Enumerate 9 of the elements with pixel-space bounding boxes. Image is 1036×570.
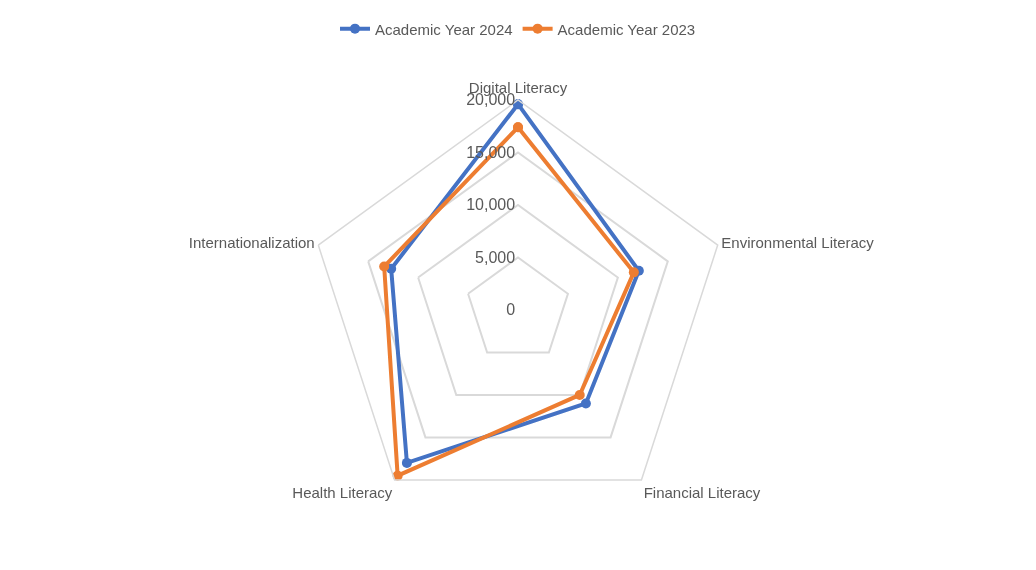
y-tick-label: 10,000	[466, 196, 516, 214]
y-tick-label: 0	[506, 301, 516, 319]
spoke-label: Financial Literacy	[643, 484, 761, 502]
spoke-label: Environmental Literacy	[721, 234, 875, 252]
spoke-label: Internationalization	[188, 234, 315, 252]
spoke-label: Health Literacy	[292, 484, 393, 502]
legend-label: Academic Year 2023	[557, 20, 696, 38]
legend-label: Academic Year 2024	[375, 20, 513, 38]
y-tick-label: 5,000	[475, 248, 516, 266]
